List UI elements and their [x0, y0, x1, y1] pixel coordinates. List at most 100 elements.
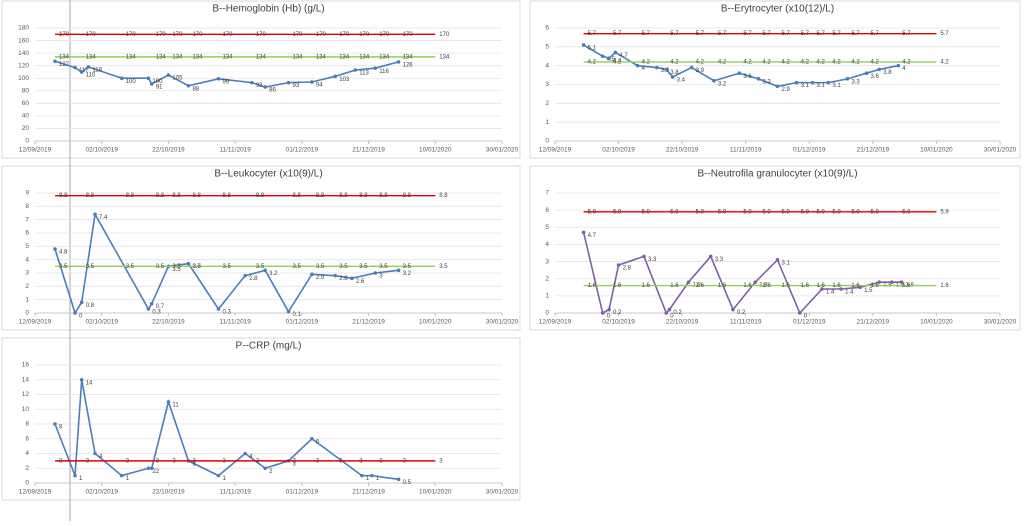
data-label: 1	[126, 476, 130, 482]
chart-frame	[1, 337, 521, 501]
data-label: 4.7	[619, 53, 628, 59]
data-label: 8.8	[156, 193, 165, 199]
data-label: 2.9	[316, 275, 325, 281]
data-point	[396, 60, 401, 64]
data-label: 170	[59, 32, 70, 38]
y-tick-label: 2	[545, 100, 549, 107]
data-label: 4.2	[696, 59, 705, 65]
data-label: 134	[293, 54, 304, 60]
data-label: 4.2	[782, 59, 791, 65]
data-label: 100	[126, 79, 137, 85]
data-label: 170	[339, 32, 350, 38]
x-tick-label: 10/01/2020	[419, 147, 452, 154]
data-label: 0	[607, 314, 611, 320]
data-label: 1.6	[642, 283, 651, 289]
data-label: 3.2	[403, 271, 412, 277]
data-label: 4	[642, 66, 646, 72]
data-label: 3.5	[403, 264, 412, 270]
data-label: 8.8	[316, 193, 325, 199]
data-label: 4.2	[801, 59, 810, 65]
data-label: 1	[79, 476, 83, 482]
data-label: 8.8	[192, 193, 201, 199]
data-point	[310, 80, 314, 84]
data-label: 170	[86, 32, 97, 38]
data-label: 1.6	[801, 283, 810, 289]
y-tick-label: 6	[545, 25, 549, 32]
data-point	[149, 301, 154, 306]
data-label: 3.5	[126, 264, 135, 270]
data-label: 3.1	[801, 83, 810, 89]
data-label: 3.7	[192, 264, 201, 270]
data-label: 118	[92, 68, 102, 74]
data-label: 170	[156, 32, 167, 38]
data-point	[581, 43, 586, 47]
data-point	[79, 300, 84, 305]
data-point	[310, 436, 314, 441]
data-label: 3.3	[851, 79, 860, 85]
data-label: 134	[86, 54, 97, 60]
data-point	[79, 377, 84, 382]
data-label: 170	[293, 32, 304, 38]
x-tick-label: 12/09/2019	[19, 147, 52, 154]
data-label: 4	[902, 66, 906, 72]
data-point	[600, 311, 605, 315]
y-tick-label: 5	[25, 243, 29, 250]
y-tick-label: 6	[25, 435, 29, 442]
data-point	[839, 287, 843, 291]
data-label: 1	[222, 476, 226, 482]
x-tick-label: 10/01/2020	[920, 319, 953, 326]
x-tick-label: 22/10/2019	[152, 489, 185, 496]
x-tick-label: 11/11/2019	[219, 319, 251, 326]
x-tick-label: 11/11/2019	[730, 319, 762, 326]
x-tick-label: 02/10/2019	[602, 147, 635, 154]
data-label: 88	[192, 86, 199, 92]
data-label: 0.5	[403, 480, 412, 486]
data-point	[353, 68, 358, 72]
data-label: 3	[59, 458, 63, 464]
data-point	[877, 280, 882, 284]
chart-title: P--CRP (mg/L)	[236, 341, 302, 352]
data-label: 5.9	[902, 209, 911, 215]
x-tick-label: 21/12/2019	[352, 489, 385, 496]
data-label: 134	[359, 54, 370, 60]
data-label: 103	[339, 77, 350, 83]
data-label: 5.9	[613, 209, 622, 215]
data-point	[756, 77, 761, 81]
data-label: 3	[126, 458, 130, 464]
data-label: 1.6	[851, 283, 860, 289]
data-label: 8.8	[379, 193, 388, 199]
data-point	[146, 466, 151, 471]
data-point	[286, 80, 291, 85]
data-point	[396, 477, 401, 482]
data-label: 5.7	[801, 31, 810, 37]
y-tick-label: 0	[545, 310, 549, 317]
data-label: 0	[79, 314, 83, 320]
x-tick-label: 30/01/2020	[984, 319, 1017, 326]
data-label: 127	[59, 62, 70, 68]
data-label: 99	[222, 79, 229, 85]
y-tick-label: 5	[545, 224, 549, 231]
data-label: 8.8	[126, 193, 135, 199]
data-point	[775, 84, 780, 89]
data-label: 4.2	[588, 59, 597, 65]
data-label: 0.8	[86, 303, 95, 309]
data-label: 2	[156, 469, 160, 475]
data-point	[186, 261, 191, 266]
y-tick-label: 9	[25, 190, 29, 197]
data-label: 1.6	[816, 283, 825, 289]
data-label: 117	[79, 68, 89, 74]
data-label: 170	[403, 32, 414, 38]
data-point	[845, 77, 850, 81]
data-point	[263, 466, 267, 471]
y-tick-label: 8	[25, 421, 29, 428]
data-label: 170	[379, 32, 390, 38]
x-tick-label: 10/01/2020	[419, 319, 452, 326]
data-label: 0.1	[293, 312, 302, 318]
data-label: 4.2	[670, 59, 679, 65]
data-label: 3.6	[871, 74, 880, 80]
data-label: 170	[192, 32, 203, 38]
data-label: 1.6	[871, 283, 880, 289]
data-label: 5.9	[762, 209, 771, 215]
